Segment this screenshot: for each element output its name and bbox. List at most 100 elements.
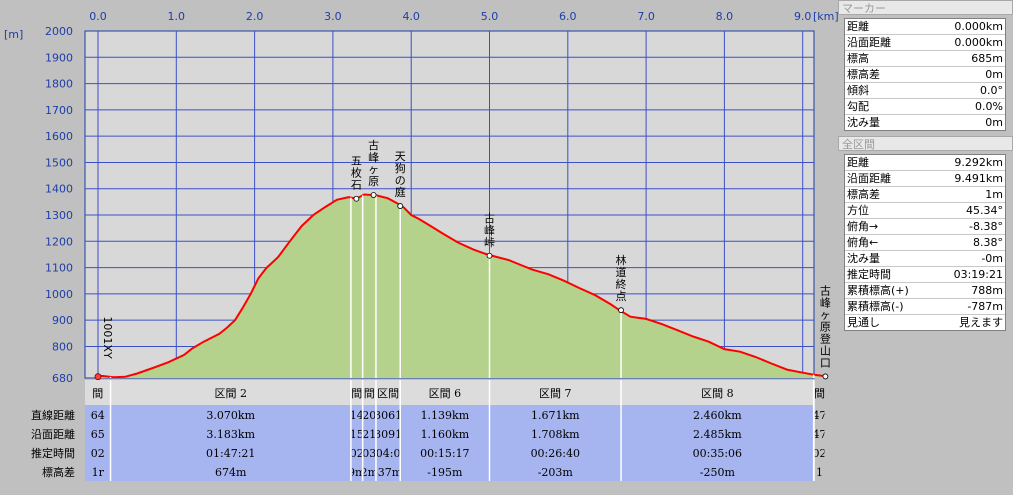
panel-row-value: 0.0% <box>975 100 1003 113</box>
section-label: 区間 <box>377 387 399 400</box>
waypoint-dot[interactable] <box>486 252 493 259</box>
x-tick-label: 6.0 <box>559 10 577 23</box>
profile-fill <box>98 194 827 378</box>
panel-row: 方位 45.34° <box>845 203 1005 219</box>
section-label: 区間 7 <box>539 387 572 400</box>
waypoint-label: 五枚石 <box>351 155 362 192</box>
y-tick-label: 2000 <box>45 25 73 38</box>
section-column[interactable]: 間 20 21 03 2m <box>361 387 379 479</box>
panel-row-value: 03:19:21 <box>953 268 1003 281</box>
info-panel: マーカー 距離 0.000km 沿面距離 0.000km 標高 685m 標高差 0m 傾斜 0.… <box>838 0 1013 495</box>
x-tick-label: 3.0 <box>324 10 342 23</box>
section-value: 1.139km <box>421 409 470 422</box>
panel-row-value: 8.38° <box>973 236 1003 249</box>
panel-row: 沿面距離 0.000km <box>845 35 1005 51</box>
panel-row: 沈み量 0m <box>845 115 1005 130</box>
section-value: 1 <box>816 466 823 479</box>
section-column[interactable]: 区間 2 3.070km 3.183km 01:47:21 674m <box>206 387 256 479</box>
panel-row-value: -8.38° <box>969 220 1003 233</box>
section-value: 00:35:06 <box>693 447 742 460</box>
y-tick-label: 1600 <box>45 130 73 143</box>
section-value: -195m <box>427 466 463 479</box>
waypoint-dot[interactable] <box>618 307 624 314</box>
section-column[interactable]: 間 14 15 02 9m <box>348 387 366 479</box>
panel-row-value: 685m <box>971 52 1003 65</box>
section-value: 21 <box>362 428 376 441</box>
y-tick-label: 1500 <box>45 156 73 169</box>
section-divider-lines <box>109 195 815 378</box>
section-value: 3.183km <box>206 428 255 441</box>
elevation-profile-chart[interactable]: 0.0 1.0 2.0 3.0 4.0 5.0 6.0 7.0 8.0 9.0 200019001… <box>0 0 838 495</box>
y-tick-label: 800 <box>52 340 73 353</box>
x-axis-unit: [km] <box>813 10 838 23</box>
panel-row-label: 方位 <box>847 204 869 217</box>
x-tick-label: 4.0 <box>402 10 420 23</box>
panel-row-value: 45.34° <box>966 204 1003 217</box>
section-column[interactable]: 区間 6 1.139km 1.160km 00:15:17 -195m <box>420 387 470 479</box>
panel-row-value: 788m <box>971 284 1003 297</box>
panel-row-value: 0.000km <box>954 20 1003 33</box>
section-label: 間 <box>351 387 362 400</box>
section-value: -203m <box>538 466 574 479</box>
waypoint-label: 古峰ヶ原 <box>368 139 379 188</box>
x-tick-label: 7.0 <box>637 10 655 23</box>
waypoint-dot[interactable] <box>822 373 829 380</box>
panel-row: 距離 9.292km <box>845 155 1005 171</box>
panel-row: 標高差 0m <box>845 67 1005 83</box>
panel-row: 距離 0.000km <box>845 19 1005 35</box>
panel-row-value: 9.292km <box>954 156 1003 169</box>
waypoint[interactable]: 古峰ヶ原 <box>368 139 379 198</box>
section-value: 15 <box>350 428 364 441</box>
panel-row: 累積標高(-) -787m <box>845 299 1005 315</box>
marker-panel-table: 距離 0.000km 沿面距離 0.000km 標高 685m 標高差 0m 傾斜 0.0° 勾配 0… <box>844 18 1006 131</box>
start-marker[interactable]: 1001XY <box>94 316 114 381</box>
panel-row-label: 俯角← <box>847 236 879 249</box>
waypoint[interactable]: 古峰ヶ原登山口 <box>820 284 831 380</box>
section-value: 01:47:21 <box>206 447 255 460</box>
section-value: 2m <box>361 466 379 479</box>
start-dot[interactable] <box>94 373 102 381</box>
section-value: 47 <box>813 409 827 422</box>
section-header-row <box>85 380 814 405</box>
section-value: 14 <box>350 409 364 422</box>
section-value: 1.160km <box>421 428 470 441</box>
waypoint-label: 林道終点 <box>616 253 627 303</box>
section-column[interactable]: 区間 7 1.671km 1.708km 00:26:40 -203m <box>531 387 581 479</box>
panel-row: 標高 685m <box>845 51 1005 67</box>
x-tick-label: 1.0 <box>168 10 186 23</box>
panel-row: 勾配 0.0% <box>845 99 1005 115</box>
section-value: 47 <box>813 428 827 441</box>
section-value: 2.460km <box>693 409 742 422</box>
profile-line <box>97 193 827 379</box>
y-tick-label: 1200 <box>45 235 73 248</box>
section-column[interactable]: 区間 3061 3091 04:0 -37m <box>374 387 403 479</box>
section-value: 9m <box>348 466 366 479</box>
y-tick-label: 1700 <box>45 104 73 117</box>
section-label: 間 <box>92 387 103 400</box>
section-column[interactable]: 間 64 65 02 1r <box>91 387 105 479</box>
panel-row-label: 沈み量 <box>847 116 880 129</box>
panel-row-label: 俯角→ <box>847 220 879 233</box>
waypoint-markers[interactable]: 五枚石古峰ヶ原 天狗の庭古峰峠林道終点古峰ヶ原登山口 1001XY <box>94 139 831 381</box>
panel-row-value: 1m <box>985 188 1003 201</box>
section-value: 00:15:17 <box>420 447 469 460</box>
waypoint-dot[interactable] <box>370 192 377 198</box>
start-label: 1001XY <box>101 316 114 359</box>
panel-row-value: 0m <box>985 116 1003 129</box>
y-tick-label: 1300 <box>45 209 73 222</box>
waypoint[interactable]: 古峰峠 <box>484 212 495 259</box>
y-axis-unit: [m] <box>4 28 23 41</box>
section-column[interactable]: 区間 8 2.460km 2.485km 00:35:06 -250m <box>693 387 743 479</box>
waypoint-dot[interactable] <box>397 203 404 209</box>
waypoint[interactable]: 天狗の庭 <box>395 150 406 209</box>
waypoint-dot[interactable] <box>353 195 360 202</box>
section-value: 02 <box>350 447 364 460</box>
waypoint[interactable]: 林道終点 <box>616 253 627 314</box>
row-label: 推定時間 <box>31 446 75 460</box>
panel-row: 見通し 見えます <box>845 315 1005 330</box>
waypoint[interactable]: 五枚石 <box>351 155 362 202</box>
section-label: 区間 8 <box>701 387 734 400</box>
section-column[interactable]: 間 47 47 02 1 <box>813 387 827 479</box>
y-tick-label: 1900 <box>45 51 73 64</box>
section-label: 間 <box>364 387 375 400</box>
